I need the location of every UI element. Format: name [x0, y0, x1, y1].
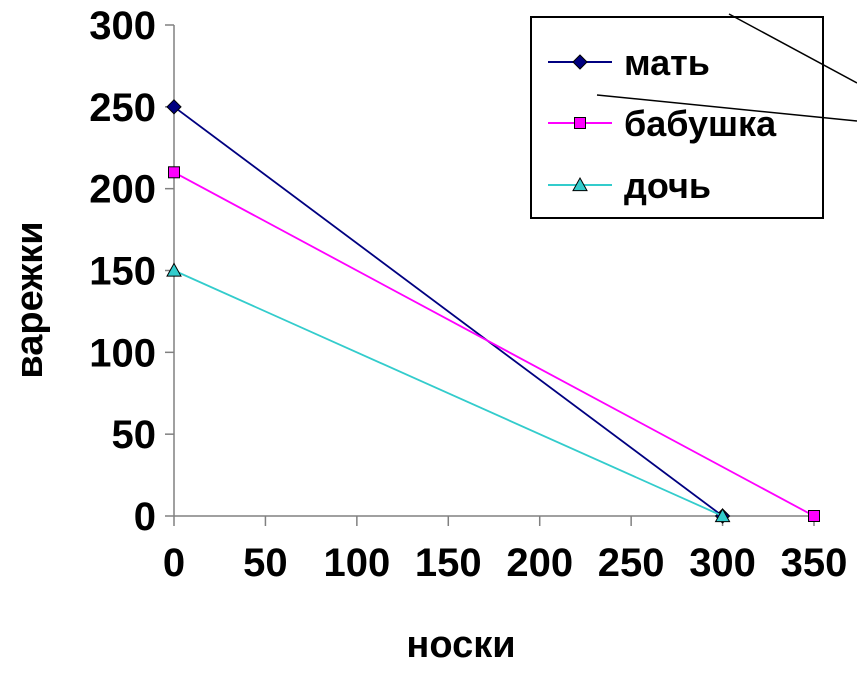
- x-axis-title: носки: [406, 624, 515, 666]
- x-tick-label: 0: [163, 541, 185, 585]
- series-line: [173, 106, 724, 517]
- y-tick-labels: 0 50 100 150 200 250 300: [89, 4, 174, 539]
- x-tick-labels: 0 50 100 150 200 250 300 350: [163, 516, 848, 585]
- x-tick-label: 300: [689, 541, 756, 585]
- legend: мать бабушка дочь: [530, 16, 824, 219]
- data-point: [166, 99, 182, 115]
- y-tick-label: 50: [112, 413, 157, 457]
- y-tick-label: 200: [89, 168, 156, 212]
- series-line: [173, 171, 815, 517]
- x-tick-label: 150: [415, 541, 482, 585]
- legend-label: дочь: [624, 165, 711, 206]
- annotation-line-2: [596, 94, 857, 122]
- x-tick-label: 100: [323, 541, 390, 585]
- x-tick-label: 50: [243, 541, 288, 585]
- legend-marker: [572, 176, 588, 192]
- data-point: [808, 510, 820, 522]
- y-tick-label: 250: [89, 86, 156, 130]
- legend-label: мать: [624, 42, 710, 83]
- annotation-line-1: [728, 13, 857, 84]
- legend-item: мать: [548, 42, 710, 83]
- series-layer: [166, 99, 820, 524]
- x-tick-label: 200: [506, 541, 573, 585]
- y-tick-label: 300: [89, 4, 156, 48]
- y-tick-label: 0: [134, 495, 156, 539]
- y-axis-title: варежки: [9, 221, 51, 378]
- data-point: [166, 262, 182, 277]
- y-tick-label: 100: [89, 331, 156, 375]
- y-tick-label: 150: [89, 250, 156, 294]
- data-point: [168, 166, 180, 179]
- series-3: [166, 262, 731, 523]
- data-point: [714, 507, 731, 523]
- x-tick-label: 350: [781, 541, 848, 585]
- series-2: [168, 166, 820, 522]
- legend-item: дочь: [548, 165, 711, 206]
- x-tick-label: 250: [598, 541, 665, 585]
- legend-label: бабушка: [624, 103, 777, 144]
- legend-marker: [574, 117, 586, 129]
- legend-marker: [572, 54, 588, 70]
- series-line: [173, 269, 723, 517]
- annotation-lines: [596, 13, 857, 122]
